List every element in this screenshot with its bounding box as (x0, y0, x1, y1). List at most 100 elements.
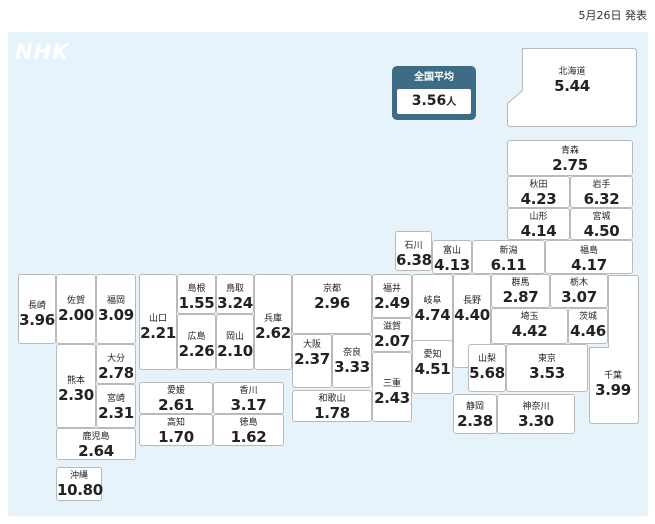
prefecture-value: 3.24 (217, 294, 253, 312)
prefecture-value: 2.31 (98, 404, 134, 422)
prefecture-name: 長崎 (27, 301, 46, 311)
prefecture-value: 5.68 (469, 364, 505, 382)
prefecture-value: 1.55 (178, 294, 215, 312)
prefecture-name: 神奈川 (522, 402, 550, 412)
national-average-value-box: 3.56人 (397, 89, 471, 114)
prefecture-tile: 宮城 4.50 (570, 208, 633, 240)
prefecture-value: 3.17 (230, 396, 267, 414)
prefecture-name: 石川 (404, 241, 423, 251)
prefecture-name: 沖縄 (69, 471, 88, 481)
prefecture-value: 2.62 (255, 324, 291, 342)
prefecture-value: 3.09 (98, 306, 134, 324)
prefecture-tile: 青森 2.75 (507, 140, 633, 176)
prefecture-value: 2.37 (294, 350, 330, 368)
prefecture-tile: 埼玉 4.42 (491, 308, 568, 344)
prefecture-name: 千葉 (603, 371, 622, 381)
prefecture-value: 4.40 (454, 306, 490, 324)
prefecture-name: 東京 (537, 354, 556, 364)
prefecture-tile: 香川 3.17 (213, 382, 284, 414)
prefecture-value: 2.75 (552, 156, 588, 174)
prefecture-tile: 熊本 2.30 (56, 344, 96, 428)
prefecture-name: 青森 (560, 146, 579, 156)
prefecture-tile: 山梨 5.68 (468, 344, 506, 392)
prefecture-value: 10.80 (57, 481, 103, 499)
chiba-shape (589, 275, 639, 424)
prefecture-name: 広島 (187, 332, 206, 342)
national-average-title: 全国平均 (414, 72, 454, 83)
prefecture-value: 2.49 (374, 294, 410, 312)
prefecture-value: 4.14 (520, 222, 557, 240)
prefecture-value: 6.11 (490, 256, 527, 274)
prefecture-value: 2.78 (98, 364, 134, 382)
prefecture-value: 2.07 (374, 332, 410, 350)
prefecture-name: 福島 (579, 246, 598, 256)
prefecture-name: 山口 (148, 314, 167, 324)
prefecture-name: 奈良 (342, 348, 361, 358)
prefecture-name: 長野 (462, 296, 481, 306)
prefecture-value: 4.50 (583, 222, 620, 240)
prefecture-name: 宮城 (592, 212, 611, 222)
prefecture-name: 静岡 (465, 402, 484, 412)
prefecture-tile: 滋賀 2.07 (372, 318, 412, 352)
prefecture-name: 北海道 (558, 67, 586, 77)
prefecture-tile: 宮崎 2.31 (96, 384, 136, 428)
prefecture-value: 4.42 (511, 322, 548, 340)
prefecture-tile: 大阪 2.37 (292, 334, 332, 388)
prefecture-tile: 福島 4.17 (545, 240, 633, 274)
prefecture-value: 2.30 (58, 386, 94, 404)
prefecture-value: 6.32 (583, 190, 620, 208)
nhk-logo: NHK (15, 40, 70, 64)
prefecture-tile: 兵庫 2.62 (254, 274, 292, 370)
prefecture-name: 熊本 (66, 376, 85, 386)
prefecture-tile: 富山 4.13 (432, 240, 472, 274)
prefecture-tile: 岡山 2.10 (216, 314, 254, 370)
prefecture-name: 富山 (442, 246, 461, 256)
prefecture-tile: 和歌山 1.78 (292, 390, 372, 422)
prefecture-name: 徳島 (239, 418, 258, 428)
prefecture-name: 岩手 (592, 180, 611, 190)
national-average-unit: 人 (446, 97, 457, 108)
prefecture-name: 新潟 (499, 246, 518, 256)
prefecture-name: 京都 (322, 284, 341, 294)
prefecture-tile: 奈良 3.33 (332, 334, 372, 388)
prefecture-tile: 長崎 3.96 (18, 274, 56, 344)
prefecture-value: 3.07 (561, 288, 597, 306)
prefecture-name: 岡山 (225, 332, 244, 342)
prefecture-tile: 京都 2.96 (292, 274, 372, 334)
prefecture-value: 3.33 (334, 358, 370, 376)
prefecture-value: 2.64 (78, 442, 114, 460)
prefecture-tile: 三重 2.43 (372, 352, 412, 422)
prefecture-value: 6.38 (396, 251, 432, 269)
prefecture-tile: 徳島 1.62 (213, 414, 284, 446)
prefecture-name: 福岡 (106, 296, 125, 306)
prefecture-tile: 新潟 6.11 (472, 240, 545, 274)
prefecture-tile: 秋田 4.23 (507, 176, 570, 208)
prefecture-value: 1.62 (230, 428, 267, 446)
prefecture-tile: 沖縄 10.80 (56, 467, 103, 501)
prefecture-tile: 群馬 2.87 (491, 274, 550, 308)
prefecture-tile: 愛媛 2.61 (139, 382, 213, 414)
prefecture-name: 岐阜 (423, 296, 442, 306)
prefecture-name: 大分 (106, 354, 125, 364)
prefecture-name: 滋賀 (382, 322, 401, 332)
prefecture-value: 5.44 (554, 77, 590, 95)
prefecture-value: 2.87 (502, 288, 539, 306)
prefecture-name: 三重 (382, 379, 401, 389)
prefecture-name: 島根 (187, 284, 206, 294)
prefecture-tile: 福井 2.49 (372, 274, 412, 318)
prefecture-tile: 岩手 6.32 (570, 176, 633, 208)
prefecture-name: 茨城 (578, 312, 597, 322)
prefecture-tile: 茨城 4.46 (568, 308, 608, 344)
prefecture-value: 2.26 (178, 342, 215, 360)
prefecture-name: 福井 (382, 284, 401, 294)
prefecture-tile: 山形 4.14 (507, 208, 570, 240)
prefecture-name: 兵庫 (263, 314, 282, 324)
national-average-box: 全国平均 3.56人 (392, 66, 476, 120)
prefecture-value: 2.43 (374, 389, 410, 407)
prefecture-name: 栃木 (569, 278, 588, 288)
prefecture-value: 4.17 (571, 256, 607, 274)
prefecture-name: 鹿児島 (82, 432, 110, 442)
prefecture-tile: 石川 6.38 (395, 231, 432, 271)
prefecture-tile: 東京 3.53 (506, 344, 588, 392)
prefecture-tile: 大分 2.78 (96, 344, 136, 384)
